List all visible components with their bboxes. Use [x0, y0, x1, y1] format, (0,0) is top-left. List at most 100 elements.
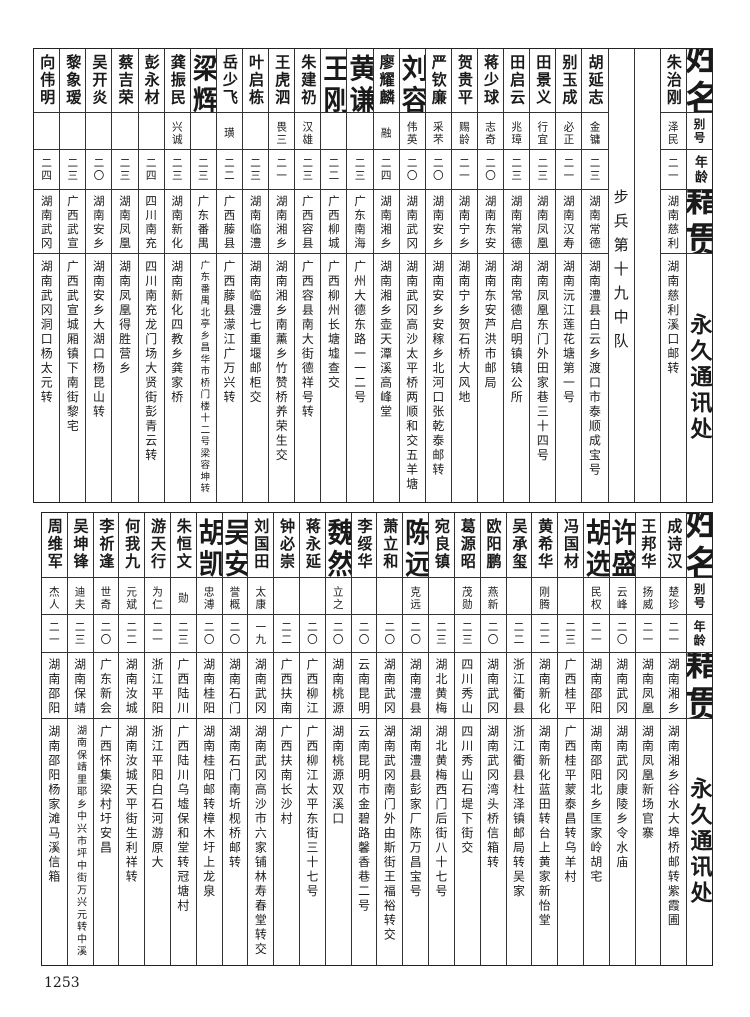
person-column: 廖耀麟融二四 湖南湘乡 湖南湘乡壶天潭溪高峰堂: [372, 49, 399, 502]
person-alias: 云峰: [615, 585, 628, 611]
person-name: 钟必崇: [277, 518, 296, 571]
person-column: 李祈逢 世奇 二〇 广东新会 广西怀集梁村圩安昌: [92, 513, 119, 965]
person-address: 广西柳州长塘墟查交: [326, 260, 341, 391]
header-alias-cell: 别号: [687, 578, 712, 615]
person-alias: 泽民: [666, 120, 679, 146]
person-column: 蒋永延 二〇 广西柳江 广西柳江太平东街三十七号: [299, 513, 325, 965]
person-native: 四川秀山: [459, 658, 474, 716]
native-cell: 湖南慈利: [660, 190, 686, 254]
native-cell: 湖南武冈: [399, 190, 425, 254]
section-column: 步兵第十九中队: [607, 49, 634, 502]
native-cell: 广西武宣: [60, 190, 86, 254]
person-column: 黄谦 二三 广东南海 广州大德东路一一二号: [346, 49, 373, 502]
header-name-cell: 姓名: [686, 49, 712, 113]
native-cell: 四川南充: [138, 190, 164, 254]
name-cell: 胡延志: [582, 49, 608, 113]
native-cell: 湖南汝城: [119, 653, 145, 719]
person-age: 二〇: [383, 621, 396, 646]
person-native: 湖南石门: [227, 658, 242, 716]
age-cell: 二〇: [480, 615, 506, 653]
person-age: 二三: [460, 621, 473, 646]
alias-cell: [86, 113, 112, 150]
native-cell: 湖南安乡: [86, 190, 112, 254]
header-native-cell: 籍贯: [687, 653, 712, 719]
name-cell: 黄希华: [532, 513, 558, 578]
person-alias: 忠溥: [202, 585, 215, 611]
header-native: 籍贯: [687, 653, 712, 719]
alias-cell: 克远: [403, 578, 429, 615]
person-native: 湖南凤凰: [640, 658, 655, 716]
address-cell: 湖南宁乡贺石桥大风地: [452, 254, 477, 501]
person-column: 何我九 元斌 二二 湖南汝城 湖南汝城天平街生利祥转: [118, 513, 145, 965]
age-cell: 二〇: [351, 615, 377, 653]
person-alias: 勋: [176, 591, 189, 605]
person-address: 湖南安乡大湖口杨昆山转: [91, 260, 106, 420]
person-native: 湖南邵阳: [588, 658, 603, 716]
name-cell: 向伟明: [34, 49, 60, 113]
name-cell: 胡凯: [196, 513, 222, 578]
person-age: 二一: [457, 157, 470, 182]
person-age: 二二: [512, 621, 525, 646]
person-age: 二一: [667, 621, 680, 646]
native-cell: 湖南汉寿: [556, 190, 582, 254]
person-alias: 克远: [409, 585, 422, 611]
person-alias: 立之: [331, 585, 344, 611]
name-cell: 朱治刚: [660, 49, 686, 113]
person-column: 刘容 伟英 二〇 湖南武冈 湖南武冈高沙太平桥两顺和交五羊塘: [398, 49, 425, 502]
alias-cell: 元斌: [119, 578, 145, 615]
person-native: 湖南武冈: [485, 658, 500, 716]
age-cell: 二一: [660, 150, 686, 190]
native-cell: 湖南武冈: [480, 653, 506, 719]
person-column: 梁辉 二三 广东番禺 广东番禺北亭乡昌华市桥门楼十二号梁容坤转: [189, 49, 216, 502]
person-column: 胡延志 金镛 二三 湖南常德 湖南澧县白云乡渡口市泰顺成宝号: [581, 49, 608, 502]
person-alias: 兴诚: [170, 120, 183, 146]
person-alias: 兆璋: [510, 120, 523, 146]
person-age: 二一: [562, 157, 575, 182]
address-cell: 湖南武冈南门外由斯街王福裕转交: [377, 719, 402, 964]
address-cell: 湖南邵阳杨家滩马溪信箱: [42, 719, 67, 964]
address-cell: 广西柳江太平东街三十七号: [300, 719, 325, 964]
address-cell: 湖南武冈洞口杨太元转: [34, 254, 59, 501]
person-age: 二二: [327, 157, 340, 182]
person-alias: 采芣: [431, 120, 444, 146]
name-cell: 黎象瑷: [60, 49, 86, 113]
address-cell: 湖南湘乡谷水大埠桥邮转紫霞圃: [661, 719, 686, 964]
person-native: 广东新会: [98, 658, 113, 716]
person-alias: 扬威: [641, 585, 654, 611]
age-cell: 二〇: [377, 615, 403, 653]
person-alias: 民权: [589, 585, 602, 611]
native-cell: 湖南常德: [504, 190, 530, 254]
alias-cell: 行宜: [530, 113, 556, 150]
person-address: 湖南澧县彭家厂陈万昌宝号: [408, 725, 423, 899]
person-name: 王刚: [321, 54, 347, 113]
address-cell: 浙江衢县杜泽镇邮局转吴家: [507, 719, 532, 964]
person-address: 广西陆川乌墟保和堂转冠塘村: [175, 725, 190, 914]
alias-cell: 云峰: [609, 578, 635, 615]
alias-cell: 伟英: [399, 113, 425, 150]
name-cell: 龚振民: [164, 49, 190, 113]
person-name: 吴承玺: [509, 518, 528, 571]
name-cell: 宛良镇: [429, 513, 454, 578]
alias-cell: 畏三: [269, 113, 295, 150]
person-name: 胡凯: [196, 518, 222, 578]
age-cell: 二〇: [196, 615, 222, 653]
header-alias-cell: 别号: [686, 113, 712, 150]
person-native: 湖南安乡: [91, 195, 106, 251]
person-column: 吴安 誉概 二〇 湖南石门 湖南石门南圻枧桥邮转: [221, 513, 248, 965]
native-cell: 湖南东安: [478, 190, 504, 254]
address-cell: 广东番禺北亭乡昌华市桥门楼十二号梁容坤转: [191, 254, 216, 501]
address-cell: 湖南武冈康陵乡令水庙: [610, 719, 635, 964]
person-native: 广西藤县: [222, 195, 237, 251]
address-cell: 湖南慈利溪口邮转: [661, 254, 686, 501]
person-native: 湖南慈利: [666, 195, 681, 251]
person-age: 二三: [118, 157, 131, 182]
person-column: 萧立和 二〇 湖南武冈 湖南武冈南门外由斯街王福裕转交: [376, 513, 403, 965]
native-cell: 湖南凤凰: [112, 190, 138, 254]
person-name: 朱建礽: [298, 54, 317, 107]
age-cell: 二二: [274, 615, 299, 653]
person-age: 二〇: [486, 621, 499, 646]
age-cell: 二一: [269, 150, 295, 190]
name-cell: 刘容: [399, 49, 425, 113]
person-native: 湖南邵阳: [46, 658, 61, 716]
age-cell: 二三: [190, 150, 216, 190]
